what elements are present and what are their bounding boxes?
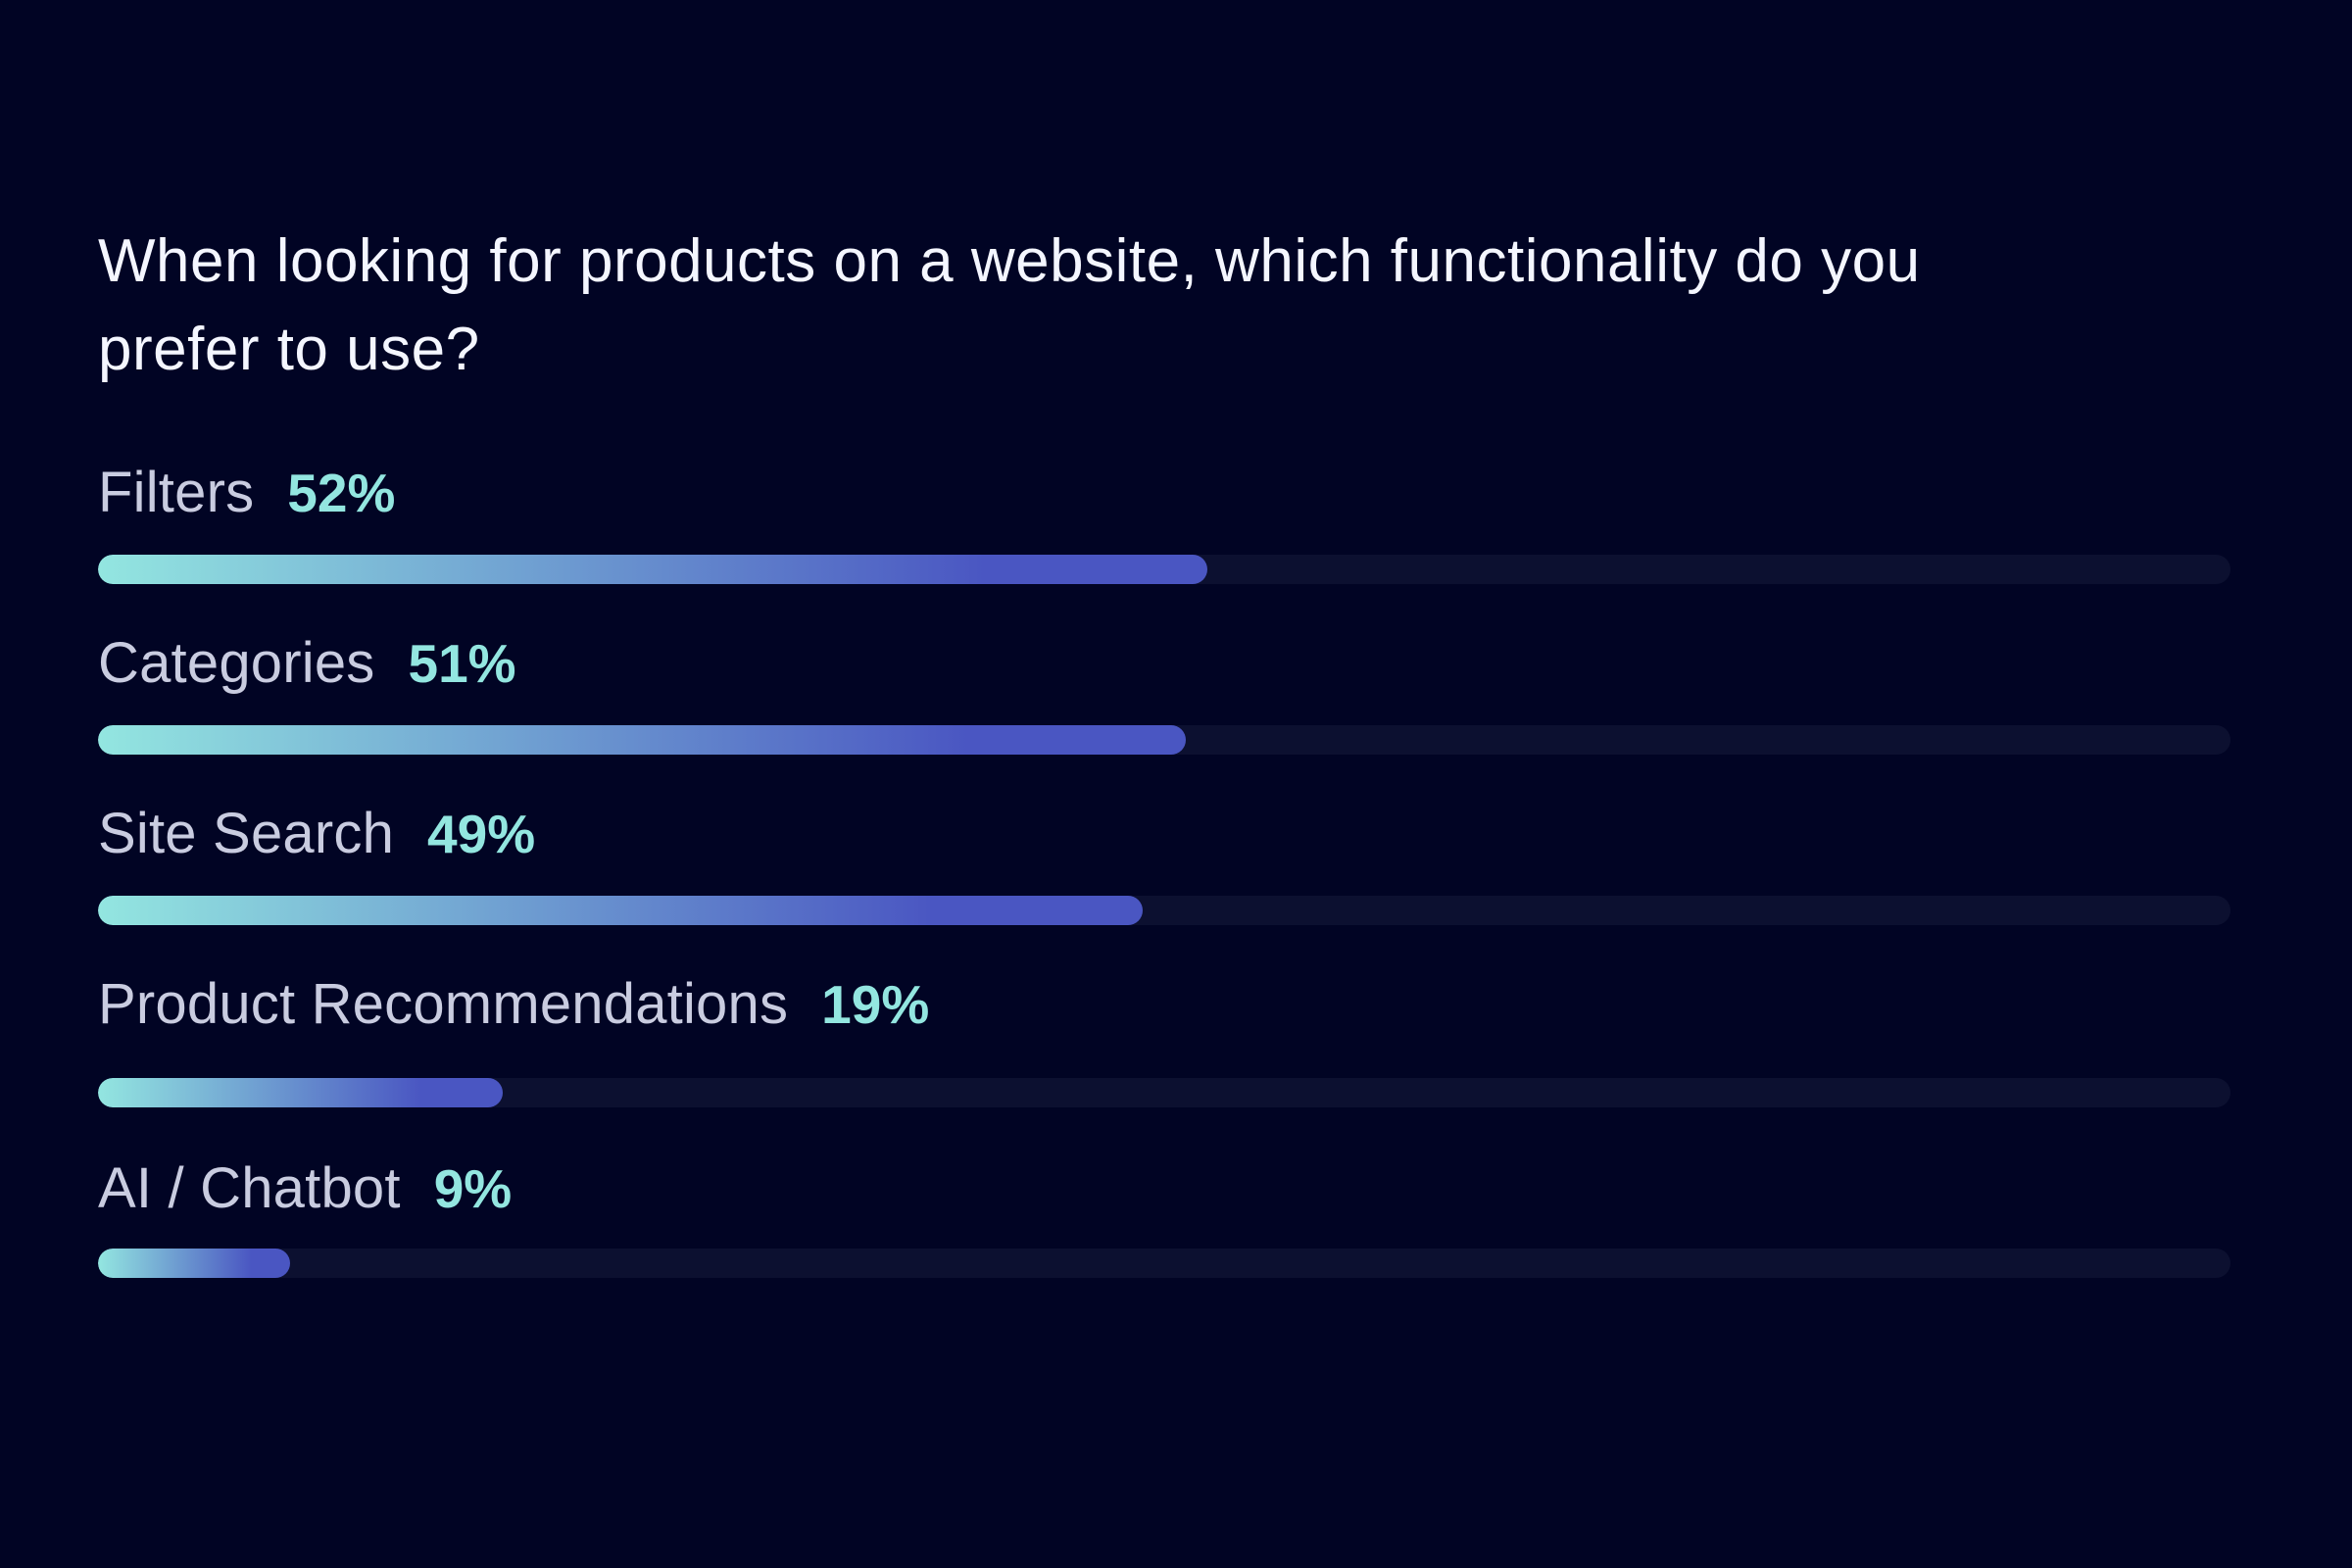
category-label: Product Recommendations (98, 972, 789, 1036)
bar-row-categories: Categories 51% (98, 629, 2230, 766)
bar-row-ai-chatbot: AI / Chatbot 9% (98, 1154, 2230, 1292)
bar-label-row: Site Search 49% (98, 800, 535, 868)
value-label: 19% (821, 974, 930, 1035)
category-label: Categories (98, 631, 375, 695)
bar-label-row: Product Recommendations 19% (98, 970, 929, 1039)
bar-label-row: Categories 51% (98, 629, 516, 698)
chart-title: When looking for products on a website, … (98, 227, 1921, 383)
bar-track (98, 1249, 2230, 1278)
bar-label-row: Filters 52% (98, 459, 395, 527)
bar-track (98, 896, 2230, 925)
bar-track (98, 1078, 2230, 1107)
bar-row-product-recommendations: Product Recommendations 19% (98, 970, 2230, 1107)
category-label: Filters (98, 461, 255, 524)
value-label: 52% (287, 463, 396, 523)
bar-track (98, 725, 2230, 755)
bar-label-row: AI / Chatbot 9% (98, 1154, 512, 1223)
value-label: 51% (408, 633, 516, 694)
bar-fill (98, 555, 1207, 584)
bar-fill (98, 725, 1186, 755)
bar-row-site-search: Site Search 49% (98, 800, 2230, 937)
category-label: Site Search (98, 802, 395, 865)
category-label: AI / Chatbot (98, 1156, 401, 1220)
bar-fill (98, 1249, 290, 1278)
bar-chart: Filters 52% Categories 51% Site Search 49% Pro… (98, 0, 2230, 1568)
value-label: 9% (433, 1158, 513, 1219)
bar-fill (98, 896, 1144, 925)
bar-fill (98, 1078, 504, 1107)
bar-row-filters: Filters 52% (98, 459, 2230, 596)
value-label: 49% (427, 804, 536, 864)
bar-track (98, 555, 2230, 584)
